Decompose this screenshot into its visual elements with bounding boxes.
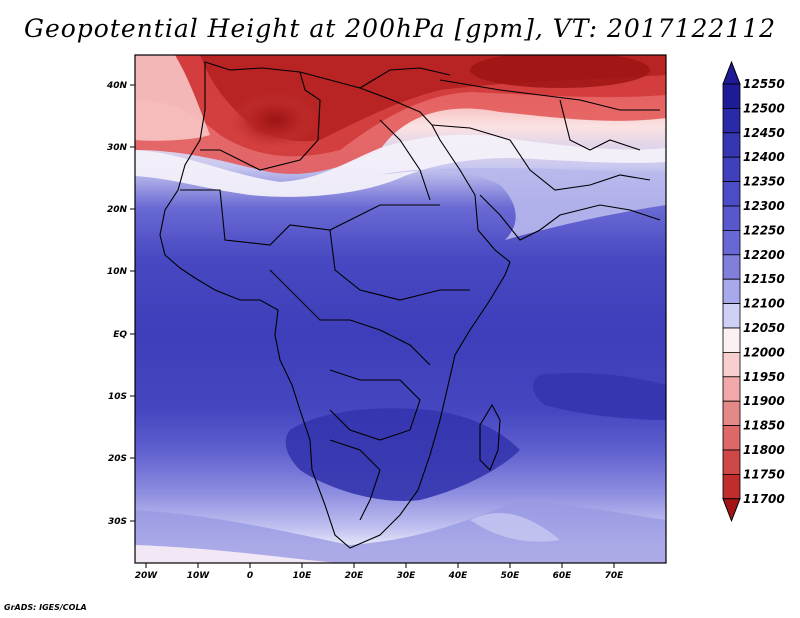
colorbar-label: 11850 [743,419,785,433]
lat-label: 40N [106,81,128,91]
colorbar-label: 12550 [743,77,785,91]
colorbar: 12550 12500 12450 12400 12350 12300 12250 12200… [722,60,785,523]
lat-label: 10N [107,267,128,277]
colorbar-label: 12100 [743,297,785,311]
colorbar-label: 12400 [743,150,785,164]
colorbar-label: 12450 [743,126,785,140]
colorbar-label: 12050 [743,321,785,335]
lat-label: 20S [108,454,127,464]
colorbar-label: 11950 [743,370,785,384]
map-title: Geopotential Height at 200hPa [gpm], VT:… [23,14,777,43]
colorbar-swatch [722,400,741,427]
colorbar-label: 11750 [743,467,785,481]
coastlines [159,61,661,549]
colorbar-swatch [722,303,741,329]
colorbar-label: 11800 [743,443,785,457]
lon-label: 10E [293,571,313,581]
colorbar-label: 12500 [743,101,785,115]
colorbar-swatch [722,108,741,134]
colorbar-swatch [722,376,741,402]
height-field [135,55,666,563]
colorbar-swatch [722,278,741,305]
colorbar-label: 12350 [743,175,785,189]
colorbar-swatch [722,205,741,231]
colorbar-label: 12150 [743,272,785,286]
colorbar-label: 11900 [743,394,785,408]
lat-label: EQ [113,330,127,340]
colorbar-top-arrow [722,60,741,85]
colorbar-swatch [722,83,741,109]
lon-label: 30E [397,571,417,581]
colorbar-label: 12300 [743,199,785,213]
lon-label: 60E [553,571,573,581]
colorbar-swatch [722,156,741,182]
lon-axis: 20W 10W 0 10E 20E 30E 40E 50E 60E 70E [135,563,624,581]
lon-label: 50E [501,571,521,581]
lon-label: 40E [448,571,469,581]
lat-label: 30N [107,143,128,153]
lon-label: 20W [135,571,159,581]
lat-label: 10S [108,392,127,402]
map-frame [134,54,667,564]
colorbar-swatch [722,327,741,353]
colorbar-swatch [722,473,741,500]
colorbar-swatch [722,132,741,158]
colorbar-swatch [722,229,741,256]
colorbar-swatch [722,254,741,280]
colorbar-label: 11700 [743,492,785,506]
lon-label: 20E [345,571,365,581]
colorbar-swatch [722,351,741,378]
colorbar-swatch [722,449,741,475]
colorbar-swatch [722,425,741,451]
colorbar-swatch [722,181,741,207]
colorbar-label: 12000 [743,345,785,359]
lat-label: 20N [107,205,128,215]
credit-label: GrADS: IGES/COLA [4,603,87,612]
lon-label: 10W [187,571,211,581]
lon-label: 0 [247,571,253,581]
colorbar-label: 12250 [743,223,785,237]
colorbar-label: 12200 [743,248,785,262]
lat-label: 30S [108,517,127,527]
lon-label: 70E [605,571,625,581]
lat-axis: 40N 30N 20N 10N EQ 10S 20S 30S [106,81,135,527]
colorbar-bottom-arrow [722,498,741,523]
